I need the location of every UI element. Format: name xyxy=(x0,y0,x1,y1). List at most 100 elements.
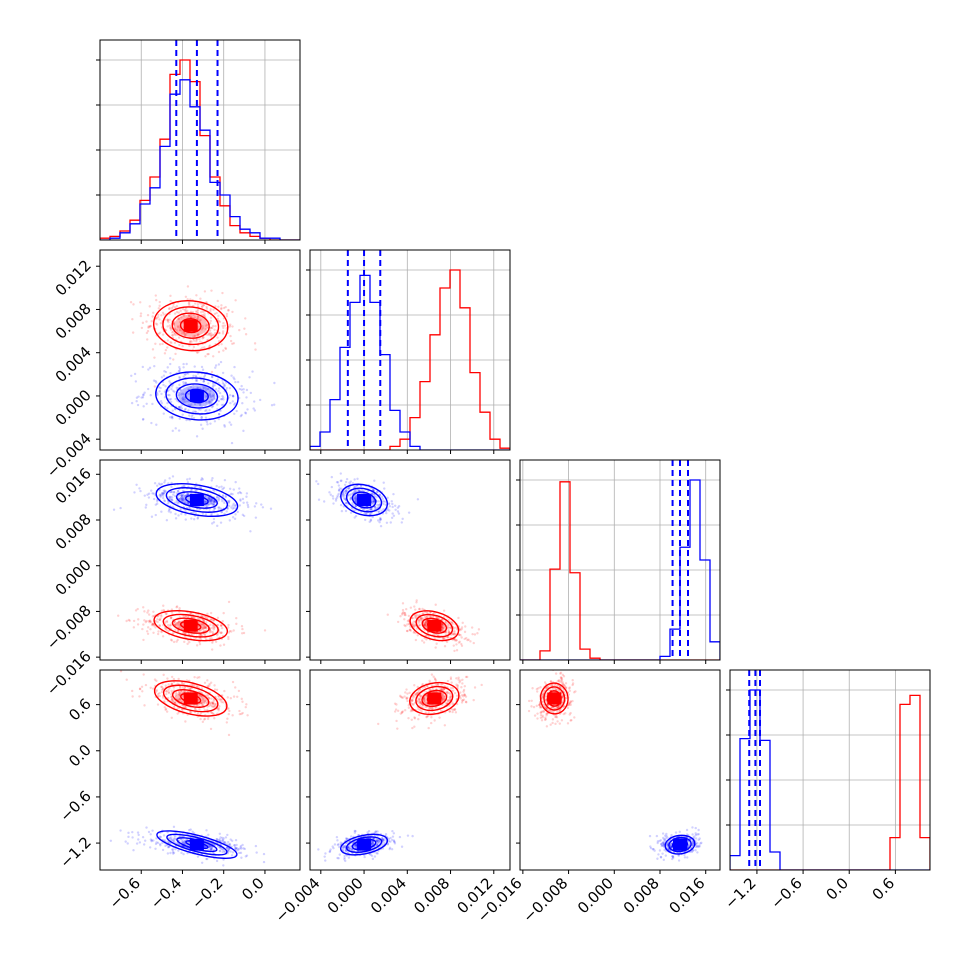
x-tick-label: 0.004 xyxy=(367,874,410,917)
panel-3-3: −1.2 −0.6 0.0 0.6 xyxy=(721,669,931,913)
panel-3-2: −0.016−0.008 0.000 0.008 0.016 xyxy=(474,669,721,926)
contour-red xyxy=(549,693,559,704)
histogram-blue xyxy=(310,274,510,450)
contour-red xyxy=(409,681,460,716)
contour-red xyxy=(409,610,460,642)
contour-red xyxy=(543,686,566,711)
density-peak xyxy=(189,389,204,402)
y-tick-label: −1.2 xyxy=(56,833,94,871)
histogram-blue xyxy=(100,79,300,240)
contour-blue xyxy=(351,838,377,851)
x-tick-label: −0.6 xyxy=(106,874,144,912)
histogram-red xyxy=(310,269,510,450)
contour-red xyxy=(415,613,454,638)
contour-blue xyxy=(175,491,218,509)
contour-blue xyxy=(356,494,372,506)
x-tick-label: −0.008 xyxy=(519,874,571,926)
x-tick-label: −0.6 xyxy=(767,874,805,912)
y-tick-label: −0.008 xyxy=(43,602,95,654)
contour-blue xyxy=(339,833,389,856)
contour-blue xyxy=(675,841,685,848)
panel-frame xyxy=(309,669,511,871)
contour-red xyxy=(539,682,569,715)
contour-blue xyxy=(185,840,209,850)
contour-red xyxy=(421,689,448,708)
x-tick-label: 0.000 xyxy=(574,874,617,917)
histogram-red xyxy=(730,694,930,870)
y-tick-label: 0.0 xyxy=(65,741,95,771)
y-tick-label: 0.008 xyxy=(52,510,95,553)
density-peak xyxy=(183,319,198,332)
x-tick-label: 0.008 xyxy=(620,874,663,917)
panel-2-2 xyxy=(516,459,721,664)
panel-3-1: −0.004 0.000 0.004 0.008 0.012 xyxy=(272,669,511,926)
contour-blue xyxy=(671,839,689,850)
contour-blue xyxy=(165,377,229,415)
contour-red xyxy=(179,318,202,334)
contour-red xyxy=(179,620,202,631)
contour-blue xyxy=(185,494,209,506)
contour-blue xyxy=(166,833,228,856)
contour-red xyxy=(415,685,454,712)
panel-frame xyxy=(309,459,511,661)
y-tick-label: 0.6 xyxy=(65,695,95,725)
contour-red xyxy=(153,680,228,717)
contour-red xyxy=(171,688,210,708)
x-tick-label: −0.4 xyxy=(147,874,185,912)
x-tick-label: −0.004 xyxy=(272,874,324,926)
panel-0-0 xyxy=(96,39,301,244)
contour-blue xyxy=(176,837,218,853)
histogram-red xyxy=(520,481,720,660)
y-tick-label: 0.012 xyxy=(52,256,95,299)
contour-red xyxy=(180,692,202,704)
contour-red xyxy=(162,613,219,638)
contour-blue xyxy=(668,836,692,853)
contour-red xyxy=(153,610,229,642)
panel-frame xyxy=(519,669,721,871)
y-tick-label: 0.000 xyxy=(52,386,95,429)
x-tick-label: 0.016 xyxy=(665,874,708,917)
panel-frame xyxy=(519,459,721,661)
contour-blue xyxy=(156,830,238,859)
contour-red xyxy=(426,693,442,704)
y-tick-label: 0.000 xyxy=(52,556,95,599)
y-tick-label: 0.008 xyxy=(52,300,95,343)
density-peak xyxy=(673,838,687,851)
panel-frame xyxy=(99,669,301,871)
contour-blue xyxy=(345,487,383,513)
contour-red xyxy=(171,312,210,339)
panel-1-1 xyxy=(306,249,511,454)
panel-frame xyxy=(99,249,301,451)
contour-red xyxy=(171,617,210,634)
contour-red xyxy=(426,620,442,631)
contour-blue xyxy=(351,491,377,509)
contour-blue xyxy=(175,383,219,409)
x-tick-label: −0.2 xyxy=(188,874,226,912)
y-tick-label: −0.6 xyxy=(56,787,94,825)
contour-blue xyxy=(165,487,229,513)
histogram-blue xyxy=(520,479,720,660)
x-tick-label: 0.0 xyxy=(822,874,852,904)
contour-blue xyxy=(664,834,696,855)
contour-blue xyxy=(345,836,383,853)
x-tick-label: 0.6 xyxy=(869,874,899,904)
contour-red xyxy=(162,306,220,346)
contour-red xyxy=(152,299,229,352)
panel-frame xyxy=(729,669,931,871)
contour-blue xyxy=(184,388,209,404)
contour-blue xyxy=(155,371,239,421)
panel-frame xyxy=(99,459,301,661)
contour-blue xyxy=(155,483,239,517)
contour-red xyxy=(421,617,448,634)
y-tick-label: −0.016 xyxy=(43,647,95,699)
x-tick-label: 0.0 xyxy=(238,874,268,904)
panel-3-0: −0.6 −0.4 −0.2 0.0−1.2−0.60.00.6 xyxy=(56,669,301,913)
contour-red xyxy=(546,690,562,707)
x-tick-label: 0.008 xyxy=(410,874,453,917)
panel-frame xyxy=(99,39,301,241)
panel-frame xyxy=(309,249,511,451)
x-tick-label: −1.2 xyxy=(721,874,759,912)
